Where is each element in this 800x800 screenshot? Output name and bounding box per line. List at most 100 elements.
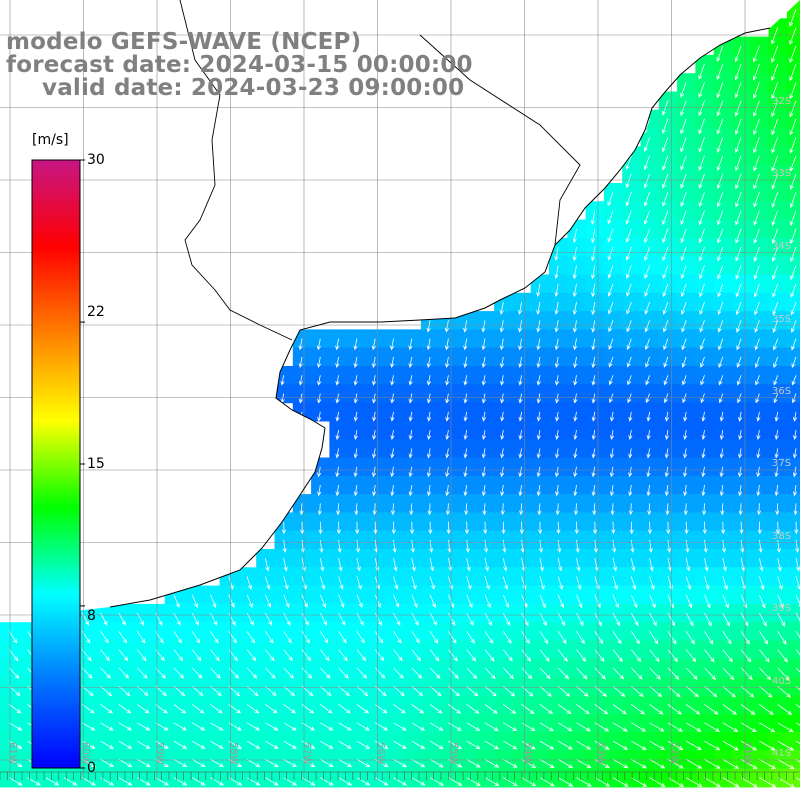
wind-arrow [722,576,728,591]
wind-arrow [390,448,395,459]
wind-arrow [644,301,650,315]
wind-arrow [573,356,578,369]
wind-arrow [393,704,406,714]
wind-arrow [793,503,798,516]
wind-arrow [228,594,235,608]
wind-arrow [499,320,504,333]
wind-arrow [627,393,632,404]
wind-arrow [665,503,670,516]
wind-arrow [353,393,358,404]
wind-arrow [662,155,669,171]
field-cell [750,329,770,349]
field-cell [732,109,751,129]
field-cell [640,237,660,257]
wind-arrow [356,704,370,714]
wind-arrow [594,777,611,787]
wind-arrow [463,320,468,333]
lat-label: 38S [772,531,792,542]
wind-arrow [774,411,779,422]
wind-arrow [631,759,647,769]
wind-arrow [649,759,666,769]
wind-arrow [411,558,416,572]
wind-arrow [576,649,587,662]
wind-arrow [753,283,760,298]
wind-arrow [667,740,684,751]
wind-arrow [137,722,151,731]
wind-arrow [318,521,323,535]
wind-arrow [772,265,779,280]
wind-arrow [539,704,554,715]
wind-arrow [572,247,577,262]
wind-arrow [704,594,711,609]
wind-arrow [390,375,395,386]
wind-arrow [594,649,605,662]
field-cell [695,329,715,349]
wind-arrow [646,466,651,478]
wind-arrow [666,539,672,553]
wind-arrow [100,631,109,644]
wind-arrow [698,246,705,262]
wind-arrow [698,155,705,171]
wind-arrow [790,228,797,245]
field-cell [622,384,642,404]
field-cell [750,146,770,166]
field-cell [622,274,642,294]
wind-arrow [572,265,577,280]
field-cell [768,274,788,294]
wind-arrow [393,777,407,786]
wind-arrow [356,777,371,786]
wind-arrow [594,722,610,732]
field-cell [786,640,800,660]
wind-arrow [463,430,468,441]
wind-arrow [644,228,650,243]
wind-arrow [777,667,790,681]
wind-arrow [667,777,684,788]
wind-arrow [704,704,719,715]
field-cell [640,219,660,239]
field-cell [695,219,715,239]
wind-arrow [537,503,542,516]
lon-label: 59W [154,742,165,765]
wind-arrow [795,777,800,781]
wind-arrow [777,576,783,591]
wind-arrow [759,704,774,715]
wind-arrow [429,722,444,731]
wind-arrow [662,246,669,262]
wind-arrow [356,759,371,768]
wind-arrow [795,539,800,553]
field-cell [603,366,623,385]
wind-arrow [210,594,217,608]
wind-arrow [483,521,488,535]
field-cell [658,384,678,404]
wind-arrow [735,155,742,172]
field-cell [695,128,715,147]
wind-arrow [319,558,325,572]
wind-arrow [740,594,748,609]
wind-arrow [685,539,690,553]
wind-arrow [716,100,724,117]
wind-arrow [594,740,610,750]
wind-arrow [429,777,445,786]
wind-arrow [719,411,724,422]
wind-arrow [411,704,425,714]
wind-arrow [685,631,695,645]
wind-arrow [283,740,297,749]
wind-arrow [481,484,486,497]
wind-arrow [503,722,518,732]
field-cell [713,201,733,221]
wind-arrow [8,740,23,749]
wind-arrow [704,777,722,788]
field-cell [677,347,696,367]
wind-arrow [795,704,800,708]
wind-arrow [682,393,687,404]
wind-arrow [777,777,795,788]
field-cell [768,366,788,385]
wind-arrow [612,539,617,553]
wind-arrow [756,411,761,422]
field-cell [677,311,696,330]
colorbar-gradient [31,159,81,769]
wind-arrow [500,448,505,459]
wind-arrow [555,484,560,497]
field-cell [713,256,733,276]
